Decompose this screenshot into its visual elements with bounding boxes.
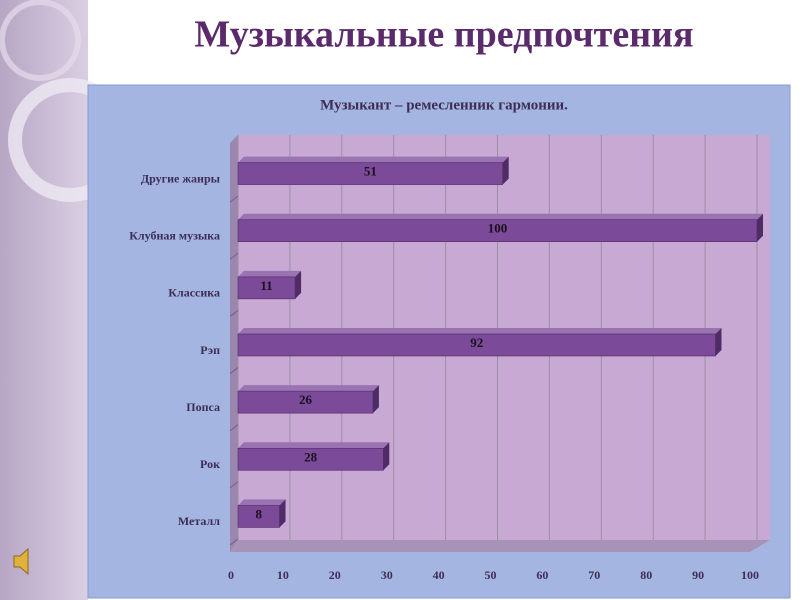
bar-top xyxy=(238,499,286,506)
tick-mark xyxy=(229,195,239,203)
sound-icon[interactable] xyxy=(13,547,29,576)
plot-wall xyxy=(230,135,238,552)
value-label: 92 xyxy=(470,335,483,350)
x-tick-label: 70 xyxy=(588,568,600,582)
y-tick-label: Клубная музыка xyxy=(129,228,220,242)
plot-floor xyxy=(230,540,770,552)
x-tick-label: 90 xyxy=(692,568,704,582)
value-label: 51 xyxy=(364,164,377,179)
bar-side xyxy=(295,270,302,299)
x-tick-label: 20 xyxy=(329,568,341,582)
y-tick-label: Классика xyxy=(168,286,220,300)
tick-mark xyxy=(229,252,239,260)
value-label: 26 xyxy=(299,392,313,407)
slide-title: Музыкальные предпочтения xyxy=(194,14,693,56)
value-label: 8 xyxy=(256,506,263,521)
x-tick-label: 50 xyxy=(485,568,497,582)
bar-side xyxy=(757,213,763,242)
x-tick-label: 100 xyxy=(741,568,759,582)
y-tick-label: Попса xyxy=(186,400,220,414)
bar xyxy=(237,505,280,528)
bar-side xyxy=(502,156,509,185)
bar-top xyxy=(238,213,763,220)
bar xyxy=(237,276,296,300)
value-label: 28 xyxy=(304,449,318,464)
bar-side xyxy=(279,499,286,528)
side-panel xyxy=(0,0,88,600)
chart-title: Музыкант – ремесленник гармонии. xyxy=(320,97,568,113)
bar xyxy=(237,333,716,357)
y-tick-label: Рэп xyxy=(200,343,220,357)
bar-top xyxy=(238,385,379,392)
bar-top xyxy=(238,270,302,277)
tick-mark xyxy=(229,424,239,432)
tick-mark xyxy=(229,538,239,546)
x-tick-label: 10 xyxy=(277,568,289,582)
x-tick-label: 40 xyxy=(433,568,445,582)
y-tick-label: Металл xyxy=(178,514,220,528)
x-tick-label: 60 xyxy=(536,568,548,582)
x-tick-label: 30 xyxy=(381,568,393,582)
bar-side xyxy=(383,442,390,471)
bar-top xyxy=(238,442,390,449)
bar-top xyxy=(238,156,509,163)
y-tick-label: Рок xyxy=(200,457,220,471)
tick-mark xyxy=(229,367,239,374)
bar xyxy=(237,447,384,471)
tick-mark xyxy=(229,481,239,489)
bar xyxy=(237,162,503,185)
bar-top xyxy=(238,328,722,334)
bar xyxy=(237,390,374,414)
bar-side xyxy=(372,385,379,414)
bar xyxy=(237,219,758,243)
decor-circle xyxy=(0,0,81,81)
y-tick-label: Другие жанры xyxy=(141,171,221,185)
value-label: 100 xyxy=(488,221,508,236)
bar-side xyxy=(715,328,722,356)
tick-mark xyxy=(229,310,239,317)
x-tick-label: 0 xyxy=(228,568,234,582)
x-tick-label: 80 xyxy=(640,568,652,582)
value-label: 11 xyxy=(260,278,272,293)
